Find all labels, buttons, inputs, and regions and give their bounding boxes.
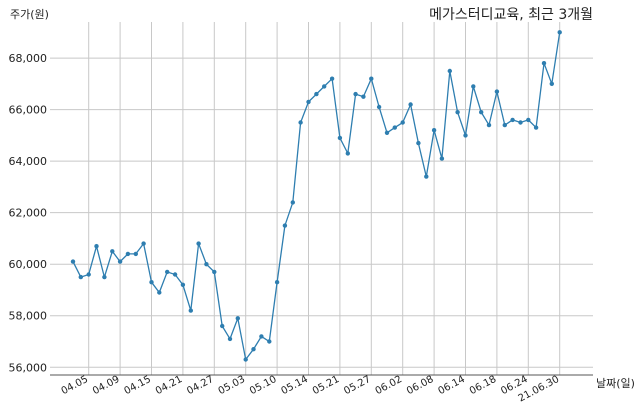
price-point (329, 76, 335, 81)
x-tick-label: 04.21 (154, 374, 184, 397)
price-point (455, 110, 460, 115)
x-tick-label: 06.08 (405, 374, 435, 397)
x-tick-label: 06.02 (374, 374, 404, 397)
x-axis-label: 날짜(일) (596, 376, 635, 390)
price-point (463, 133, 468, 138)
price-point (557, 30, 562, 35)
price-point (518, 120, 523, 125)
price-point (337, 135, 343, 141)
price-point (110, 249, 115, 254)
price-point (282, 223, 288, 228)
price-point (149, 280, 154, 285)
price-point (125, 251, 131, 257)
price-point (141, 241, 146, 246)
y-tick-label: 58,000 (9, 310, 48, 323)
y-tick-label: 60,000 (9, 258, 48, 271)
price-point (502, 122, 507, 128)
price-point (361, 94, 366, 99)
price-point (212, 269, 217, 275)
price-point (165, 269, 170, 275)
price-point (345, 151, 350, 156)
price-point (188, 308, 193, 313)
y-tick-label: 56,000 (9, 361, 48, 374)
x-tick-label: 04.09 (91, 374, 121, 397)
price-point (298, 120, 303, 125)
price-point (510, 117, 515, 123)
y-tick-labels: 56,000 58,000 60,000 62,000 64,000 66,000 68,0… (9, 52, 48, 374)
price-point (172, 272, 178, 277)
x-tick-label: 06.18 (468, 374, 498, 397)
chart-title: 메가스터디교육, 최근 3개월 (429, 7, 593, 23)
price-point (494, 89, 500, 94)
price-point (86, 272, 91, 277)
price-point (541, 61, 547, 66)
y-tick-label: 68,000 (9, 52, 48, 65)
price-line (72, 32, 561, 362)
grid-layer (50, 22, 593, 375)
price-point (369, 76, 374, 81)
price-point (133, 251, 138, 257)
x-tick-label: 04.15 (122, 374, 152, 397)
price-point (408, 102, 413, 107)
price-point (180, 282, 186, 287)
price-point (196, 241, 201, 246)
price-point (533, 125, 539, 130)
x-tick-labels: 04.05 04.09 04.15 04.21 04.27 05.03 05.10 05.14… (60, 374, 561, 405)
price-point (251, 347, 256, 352)
price-point (526, 117, 531, 123)
price-point (431, 128, 437, 133)
price-point (486, 122, 492, 128)
x-tick-label: 04.27 (185, 374, 215, 397)
price-point (322, 84, 327, 89)
price-point (78, 274, 84, 280)
x-tick-label: 05.21 (311, 374, 341, 397)
price-point (267, 339, 272, 344)
x-tick-label: 04.05 (60, 374, 90, 397)
y-tick-label: 64,000 (9, 155, 48, 168)
price-point (220, 323, 225, 329)
price-point (314, 91, 319, 97)
price-point (70, 259, 76, 264)
price-point (274, 280, 280, 285)
price-point (416, 140, 421, 146)
price-point (290, 200, 295, 205)
price-point (306, 99, 311, 105)
price-point (94, 244, 99, 249)
x-tick-label: 05.10 (248, 374, 278, 397)
price-point (227, 336, 233, 342)
price-point (384, 130, 390, 135)
price-point (157, 290, 162, 295)
price-point (447, 68, 452, 74)
price-point (392, 125, 397, 130)
price-point (102, 274, 107, 280)
x-tick-label: 05.14 (279, 374, 309, 397)
price-point (235, 316, 240, 321)
price-point (479, 110, 484, 115)
y-axis-label: 주가(원) (10, 8, 49, 21)
price-point (549, 81, 554, 87)
y-tick-label: 62,000 (9, 207, 48, 220)
price-point (439, 156, 445, 161)
price-point (259, 334, 264, 339)
price-point (353, 91, 358, 97)
price-point (243, 357, 248, 362)
price-point (424, 174, 429, 179)
x-tick-label: 06.14 (436, 374, 466, 397)
price-point (376, 104, 382, 110)
x-tick-label: 05.03 (217, 374, 247, 397)
series-layer (70, 30, 562, 362)
price-point (400, 120, 405, 125)
x-tick-label: 05.27 (342, 374, 372, 397)
price-point (204, 262, 209, 267)
price-point (471, 84, 476, 89)
y-tick-label: 66,000 (9, 104, 48, 117)
price-point (117, 259, 123, 264)
